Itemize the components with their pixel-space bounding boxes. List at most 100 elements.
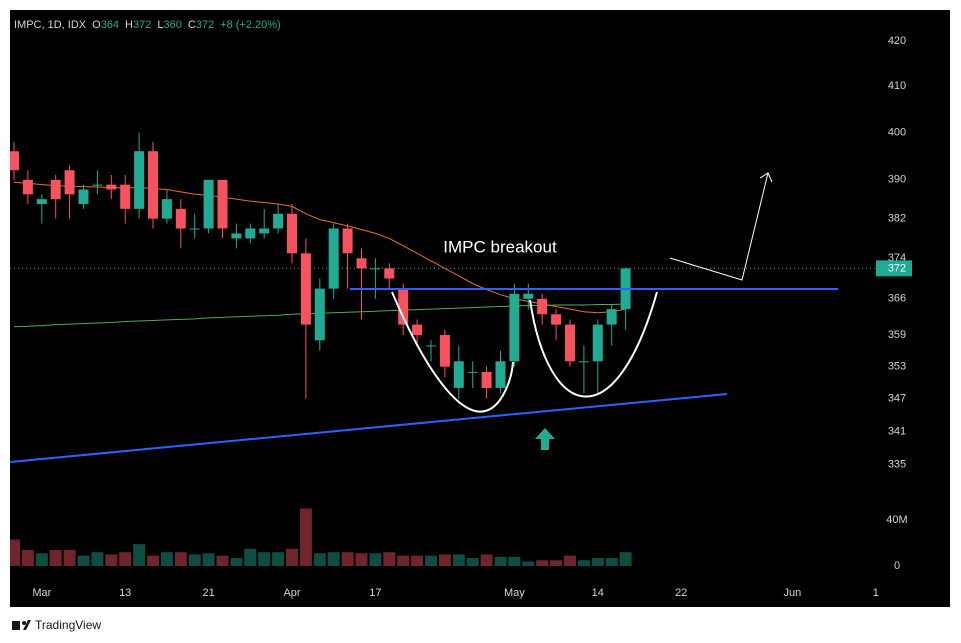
projection-arrow <box>669 172 769 281</box>
signal-arrow <box>535 428 555 450</box>
candle-body <box>565 324 575 362</box>
volume-bar <box>397 555 410 566</box>
legend-label: O <box>92 19 101 31</box>
volume-bar <box>605 557 618 566</box>
volume-bar <box>480 554 493 566</box>
volume-bar <box>160 552 173 566</box>
x-tick-label: 13 <box>119 587 131 599</box>
y-tick-label: 347 <box>888 393 906 405</box>
candle-body <box>10 151 19 171</box>
candle-body <box>245 228 256 239</box>
y-tick-label: 390 <box>888 174 906 186</box>
volume-bar <box>188 554 201 566</box>
x-tick-label: 14 <box>592 587 604 599</box>
candle-body <box>509 293 520 362</box>
candle-body <box>467 371 478 373</box>
candle-body <box>578 361 589 363</box>
y-tick-label: 353 <box>888 361 906 373</box>
x-tick-label: 22 <box>675 587 687 599</box>
y-tick-label: 382 <box>888 213 906 225</box>
candle-body <box>412 324 423 336</box>
volume-bar <box>105 554 118 566</box>
candle-body <box>606 309 617 325</box>
cup-curve <box>529 291 658 398</box>
candle-body <box>203 179 214 229</box>
volume-bar <box>147 555 159 566</box>
volume-bar <box>49 549 62 566</box>
volume-bar <box>341 552 354 566</box>
brand: TradingView <box>35 618 101 632</box>
volume-bar <box>383 552 396 566</box>
candle-body <box>189 228 200 230</box>
footer: TradingView <box>12 618 101 632</box>
candle-body <box>92 184 103 186</box>
volume-bar <box>327 552 340 566</box>
volume-bar <box>313 553 326 566</box>
candle-body <box>370 268 381 270</box>
candle-body <box>551 314 562 325</box>
legend-label: C <box>188 19 196 31</box>
candle-body <box>426 345 436 347</box>
logo <box>12 621 20 630</box>
volume-bar <box>216 555 229 566</box>
x-tick-label: 21 <box>202 587 214 599</box>
candle-body <box>217 179 228 229</box>
volume-bar <box>286 548 298 566</box>
candle-body <box>523 293 534 299</box>
candle-body <box>22 179 33 195</box>
legend-value: 364 <box>101 19 119 31</box>
candle-body <box>106 184 117 190</box>
legend-label: L <box>157 19 163 31</box>
last-price-label: 372 <box>888 262 906 274</box>
candle-body <box>439 335 450 367</box>
candle-body <box>537 298 548 315</box>
volume-bar <box>564 555 576 566</box>
candle-body <box>134 151 145 209</box>
legend: IMPC, 1D, IDX O364 H372 L360 C372 +8 (+2.20%) <box>14 19 281 31</box>
legend-value: 372 <box>196 19 214 31</box>
volume-bar <box>619 552 632 566</box>
candle-body <box>300 253 311 325</box>
candle-body <box>453 361 464 388</box>
volume-bar <box>369 553 382 566</box>
candle-body <box>50 179 61 200</box>
volume-bar <box>133 544 146 566</box>
legend-change: +8 (+2.20%) <box>220 19 281 31</box>
logo <box>22 621 26 625</box>
volume-bar <box>577 560 590 566</box>
candle-body <box>495 361 506 388</box>
volume-bar <box>244 548 257 566</box>
volume-bar <box>10 539 20 566</box>
arrow-head <box>759 172 773 183</box>
candle-body <box>64 170 75 195</box>
volume-bar <box>466 557 479 566</box>
logo <box>23 620 31 630</box>
candle-body <box>231 233 242 239</box>
candle-body <box>287 213 297 254</box>
candle-body <box>342 228 353 254</box>
axes: 335341347353359366374382390400410420040M… <box>32 35 912 599</box>
volume-bar <box>536 560 549 566</box>
volume-bar <box>202 553 215 566</box>
volume-bar <box>452 554 465 566</box>
volume-bar <box>522 561 535 566</box>
legend-label: H <box>125 19 133 31</box>
candle-body <box>273 213 284 229</box>
candle-body <box>36 199 47 205</box>
last-price-box <box>876 260 912 277</box>
volume-bar <box>21 549 34 566</box>
support-line <box>9 393 728 463</box>
x-tick-label: 1 <box>873 587 879 599</box>
candle-body <box>328 228 339 289</box>
volume-bar <box>411 555 424 566</box>
symbol: IMPC, 1D, IDX <box>14 19 87 31</box>
volume-bar <box>438 554 451 566</box>
volume-bar <box>35 553 48 566</box>
volume-bar <box>494 556 507 566</box>
candle-body <box>78 189 89 205</box>
volume-bar <box>299 508 312 566</box>
volume-bar <box>272 552 285 566</box>
y-tick-label: 359 <box>888 329 906 341</box>
x-tick-label: Apr <box>283 587 300 599</box>
